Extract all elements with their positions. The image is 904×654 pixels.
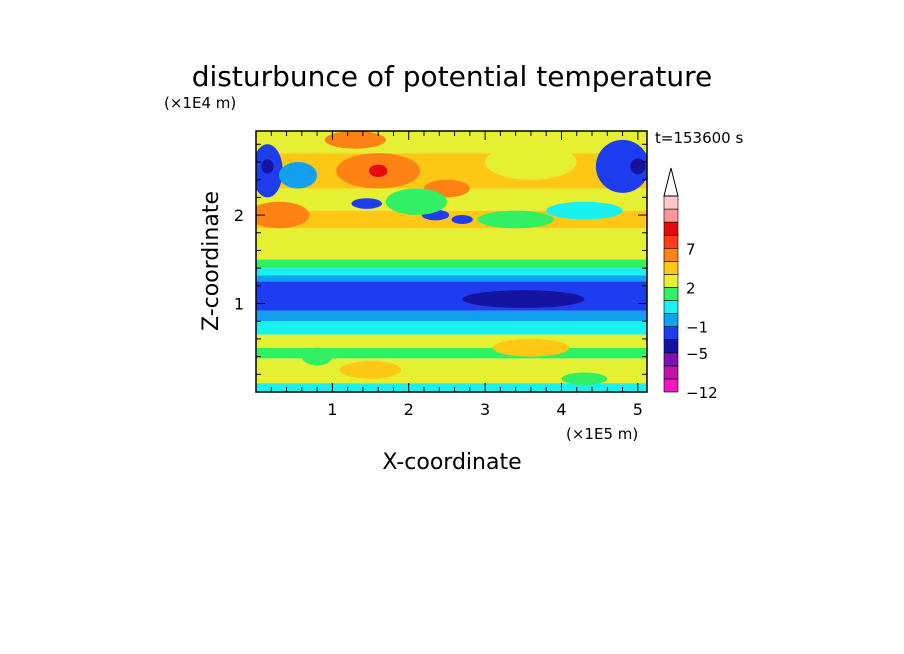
x-tick-label: 4 (556, 400, 566, 419)
contour-cell-16 (485, 144, 577, 180)
contour-cell-13 (385, 188, 447, 216)
contour-cell-2 (278, 161, 318, 189)
contour-band-6 (256, 281, 647, 311)
contour-cell-4 (630, 158, 646, 175)
colorbar-label: 7 (686, 240, 696, 258)
colorbar-extend-arrow (663, 167, 679, 197)
colorbar-swatch (663, 247, 679, 262)
colorbar: −12−5−127 (663, 167, 718, 402)
colorbar-swatch (663, 326, 679, 341)
colorbar-swatch (663, 287, 679, 301)
y-axis-unit: (×1E4 m) (164, 94, 236, 112)
contour-cell-9 (256, 201, 310, 229)
colorbar-swatch (663, 208, 679, 223)
contour-cell-10 (351, 198, 383, 209)
contour-cell-21 (301, 347, 333, 366)
contour-band-0 (256, 383, 647, 392)
contour-cell-19 (492, 338, 570, 357)
contour-cell-14 (477, 210, 554, 229)
chart-title: disturbunce of potential temperature (192, 60, 713, 93)
time-label: t=153600 s (655, 129, 743, 147)
colorbar-swatch (663, 234, 679, 249)
contour-band-7 (256, 275, 647, 282)
colorbar-swatch (663, 221, 679, 236)
colorbar-swatch (663, 313, 679, 327)
x-axis-unit: (×1E5 m) (566, 425, 638, 443)
colorbar-label: −1 (686, 319, 708, 337)
x-tick-label: 1 (327, 400, 337, 419)
x-axis-label: X-coordinate (382, 450, 521, 475)
contour-band-5 (256, 310, 647, 322)
y-axis-label: Z-coordinate (199, 191, 224, 331)
contour-cell-7 (324, 131, 386, 149)
colorbar-swatch (663, 195, 679, 210)
plot-area (255, 130, 648, 393)
contour-cell-3 (595, 139, 647, 193)
contour-band-14 (256, 131, 647, 154)
colorbar-swatch (663, 352, 679, 367)
axis-ticks: 1 2 3 4 5 1 2 (234, 131, 647, 419)
plot-frame (255, 130, 648, 393)
y-tick-label: 2 (234, 206, 244, 225)
contour-cell-6 (369, 164, 388, 178)
colorbar-swatch (663, 378, 679, 393)
y-tick-label: 1 (234, 295, 244, 314)
colorbar-swatch (663, 274, 679, 288)
contour-field (256, 131, 647, 392)
contour-band-2 (256, 347, 647, 359)
x-tick-label: 2 (404, 400, 414, 419)
contour-cell-20 (561, 372, 608, 385)
contour-cell-1 (261, 159, 274, 174)
colorbar-swatch (663, 300, 679, 314)
contour-band-9 (256, 259, 647, 269)
contour-cell-12 (451, 215, 473, 224)
colorbar-label: −5 (686, 345, 708, 363)
contour-cell-17 (462, 290, 585, 308)
contour-cell-15 (546, 201, 623, 220)
x-tick-label: 5 (633, 400, 643, 419)
colorbar-label: −12 (686, 384, 718, 402)
colorbar-swatch (663, 261, 679, 275)
colorbar-label: 2 (686, 279, 696, 297)
colorbar-swatch (663, 365, 679, 380)
contour-band-8 (256, 268, 647, 276)
x-tick-label: 3 (480, 400, 490, 419)
contour-band-10 (256, 228, 647, 260)
contour-band-4 (256, 321, 647, 335)
contour-band-3 (256, 334, 647, 348)
colorbar-swatch (663, 339, 679, 354)
contour-cell-18 (340, 361, 402, 379)
